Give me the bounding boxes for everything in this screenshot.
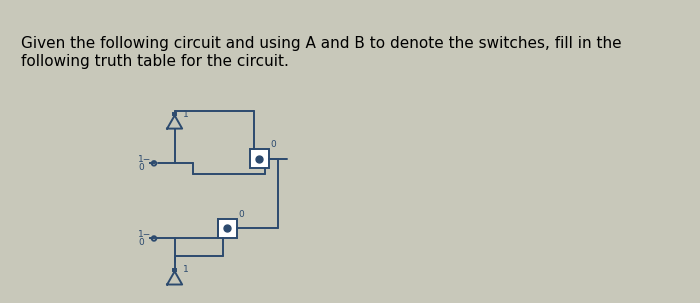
Text: 1: 1	[183, 109, 189, 118]
Text: 0: 0	[138, 238, 144, 247]
Bar	[250, 149, 269, 168]
Bar	[173, 268, 176, 271]
Text: 1: 1	[183, 265, 189, 275]
Text: Given the following circuit and using A and B to denote the switches, fill in th: Given the following circuit and using A …	[21, 36, 622, 69]
Text: 0: 0	[138, 163, 144, 171]
Text: 0: 0	[270, 140, 276, 149]
Text: 0: 0	[239, 210, 244, 219]
Bar	[218, 219, 237, 238]
Text: 1−: 1−	[138, 230, 151, 239]
Bar	[173, 113, 176, 115]
Text: 1−: 1−	[138, 155, 151, 164]
